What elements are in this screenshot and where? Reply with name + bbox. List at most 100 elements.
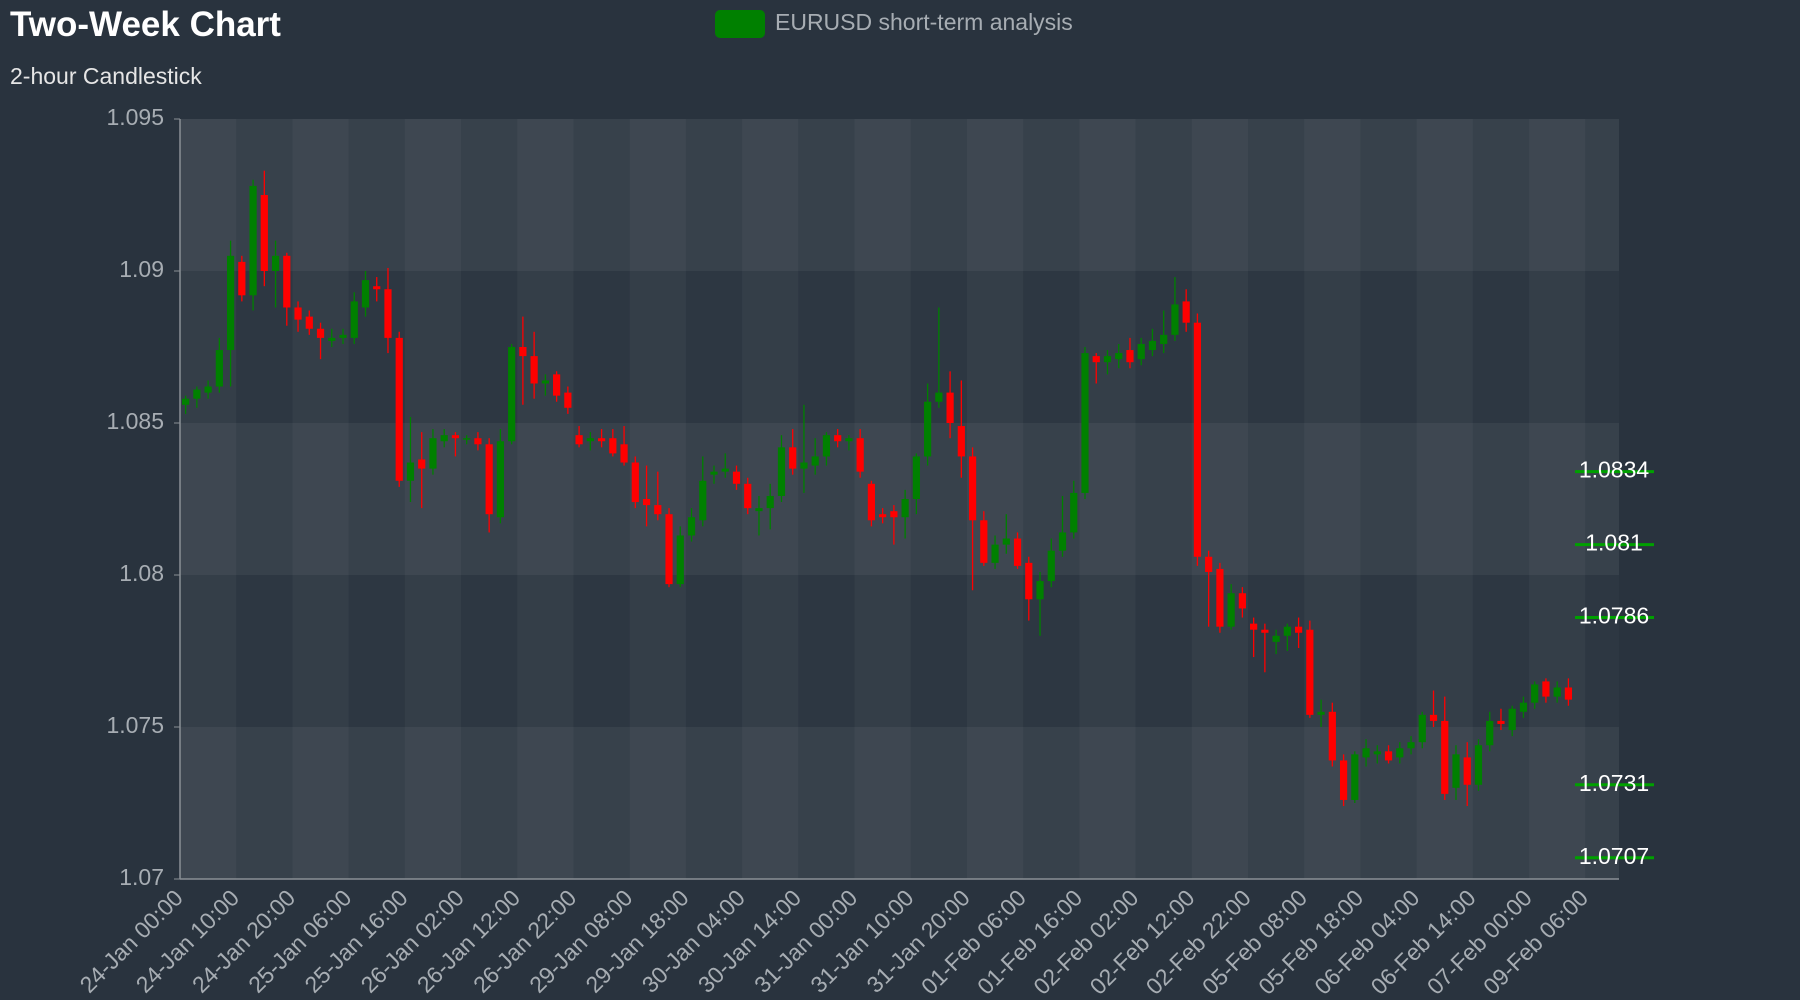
candle-body [822,435,831,457]
candle-body [912,456,920,499]
candle-body [1171,304,1179,335]
candle-body [1553,687,1561,697]
candle-body [1238,593,1246,609]
candle-body [406,462,415,481]
candle-body [1205,556,1213,572]
candle-body [1295,626,1303,633]
candle-body [924,401,932,457]
candle-body [755,508,763,512]
legend-swatch [715,10,765,38]
candle-body [1002,538,1010,545]
candle-body [845,438,853,442]
candle-body [1351,754,1359,800]
candle-body [1272,635,1280,642]
candle-body [811,456,819,466]
candle-body [1126,350,1134,363]
candle-body [1328,711,1336,761]
grid-band [180,423,1619,575]
candle-body [1373,751,1381,755]
candle-body [1531,684,1539,703]
candle-body [541,380,549,384]
candle-body [1463,757,1471,785]
candle-body [182,398,190,405]
candle-body [1407,742,1415,749]
candle-body [1160,334,1168,344]
candle-body [260,195,268,271]
candle-body [777,447,786,496]
grid-band [180,119,236,879]
candle-body [1564,687,1573,700]
candle-body [676,535,684,585]
candle-body [766,495,774,509]
candle-body [1452,754,1460,788]
candle-body [395,337,403,481]
candle-body [1362,748,1370,758]
candle-body [721,468,729,472]
candle-body [440,435,448,442]
candle-body [620,444,628,463]
legend: EURUSD short-term analysis [715,9,1073,38]
candle-body [1148,340,1157,351]
candle-body [328,337,336,341]
y-tick-label: 1.07 [119,864,164,890]
candle-body [1047,550,1055,582]
y-tick-label: 1.095 [106,104,164,130]
candle-body [463,438,471,440]
candle-body [339,334,347,338]
legend-label: EURUSD short-term analysis [775,9,1073,35]
candle-body [193,389,201,399]
candle-body [935,392,943,402]
level-label: 1.0786 [1579,603,1649,629]
level-label: 1.0731 [1579,770,1649,796]
candle-body [1396,748,1404,758]
chart-subtitle: 2-hour Candlestick [10,63,202,89]
candle-body [429,438,437,469]
candle-body [474,438,482,445]
candle-body [564,392,572,408]
candle-body [1261,629,1269,633]
candle-body [1103,356,1112,363]
candle-body [957,426,965,457]
candle-body [226,255,235,351]
grid-band [1529,119,1585,879]
candle-body [1283,626,1291,636]
candle-body [789,447,797,469]
candle-body [1542,681,1550,697]
grid-band [1079,119,1135,879]
candle-body [699,480,707,521]
candle-body [631,462,639,503]
candle-body [204,386,212,393]
candle-body [1306,629,1314,715]
candle-body [361,280,370,308]
candle-body [586,438,594,442]
candle-body [710,471,718,475]
candle-body [283,255,291,308]
candle-body [485,444,493,515]
candle-body [1519,702,1528,712]
candle-body [1474,745,1483,785]
candle-body [575,435,583,445]
candle-body [1418,714,1426,743]
candle-body [1216,568,1224,627]
candle-body [687,517,696,536]
candle-body [1486,720,1494,746]
candle-body [1193,322,1202,557]
candle-body [991,544,999,563]
candle-body [530,356,538,384]
candle-body [1317,711,1325,715]
candle-body [1081,353,1089,493]
candle-body [867,483,875,521]
level-label: 1.081 [1585,530,1643,556]
candle-body [1384,751,1393,761]
candle-body [451,435,460,439]
candle-body [879,514,887,518]
y-tick-label: 1.075 [106,712,164,738]
candle-body [350,301,358,338]
candle-body [642,499,651,506]
candle-body [890,511,898,518]
candle-body [1013,538,1022,566]
candle-body [384,289,392,338]
grid-band [405,119,461,879]
candle-body [294,307,302,320]
